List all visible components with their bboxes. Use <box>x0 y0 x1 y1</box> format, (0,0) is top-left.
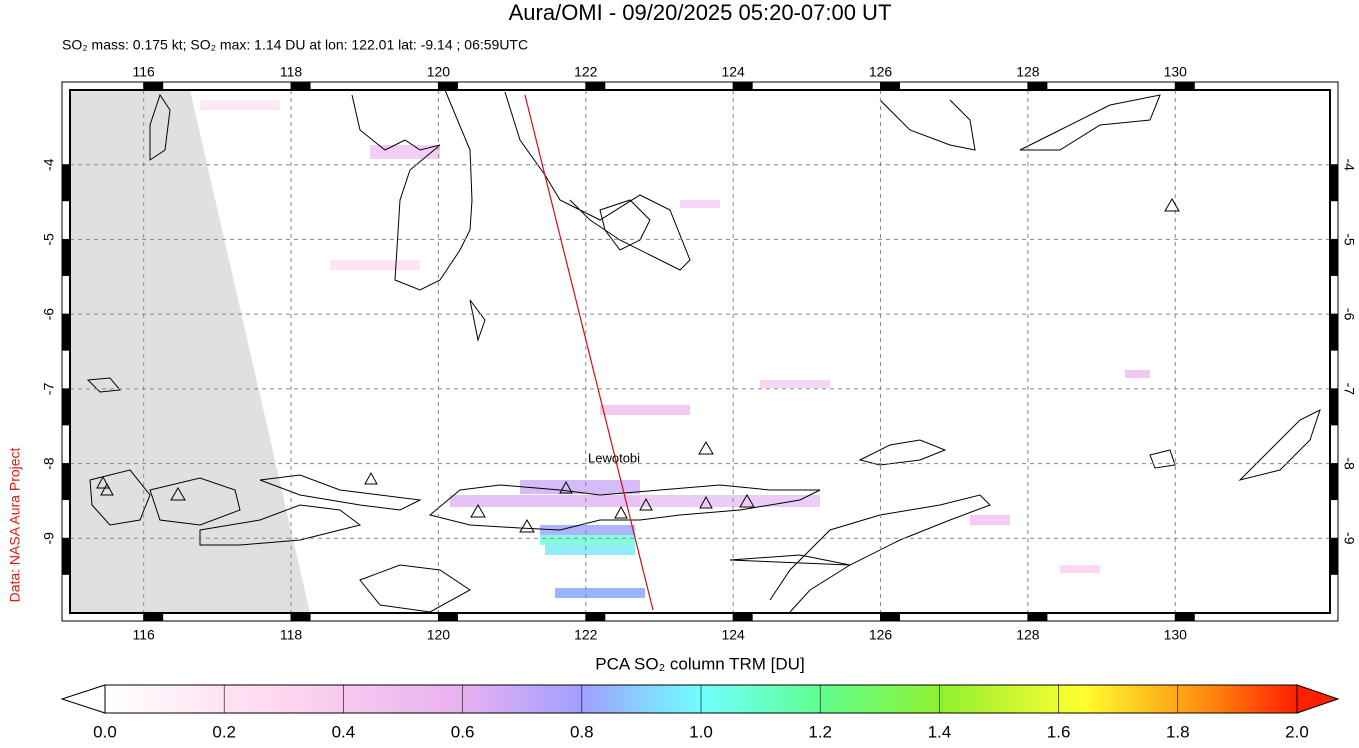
y-tick-label-right: -4 <box>1341 158 1357 171</box>
frame-tick <box>62 313 70 351</box>
orbit-track <box>524 94 654 611</box>
x-tick-label-top: 120 <box>427 64 451 80</box>
frame-tick <box>732 613 753 621</box>
x-tick-label-top: 122 <box>574 64 598 80</box>
colorbar-tick-label: 0.0 <box>93 722 117 741</box>
frame-tick <box>290 613 311 621</box>
frame-tick <box>1330 164 1338 202</box>
colorbar-tick-label: 1.2 <box>808 722 832 741</box>
outer-frame <box>61 81 1339 622</box>
frame-tick <box>1330 313 1338 351</box>
frame-tick <box>1330 238 1338 276</box>
colorbar-tick-label: 0.6 <box>451 722 475 741</box>
colorbar-tick-label: 1.6 <box>1047 722 1071 741</box>
colorbar-tick-label: 1.0 <box>689 722 713 741</box>
x-tick-label: 120 <box>427 627 451 643</box>
frame-tick <box>1330 388 1338 426</box>
frame-tick <box>62 463 70 501</box>
colorbar-tick-label: 0.2 <box>212 722 236 741</box>
y-tick-label: -4 <box>41 158 57 171</box>
y-tick-label: -9 <box>41 532 57 545</box>
frame-tick <box>1027 613 1048 621</box>
colorbar-tick-label: 1.4 <box>928 722 952 741</box>
frame-tick <box>585 82 606 90</box>
colorbar-tick-label: 0.8 <box>570 722 594 741</box>
colorbar-under <box>60 684 106 714</box>
y-tick-label-right: -8 <box>1341 457 1357 470</box>
x-tick-label-top: 130 <box>1164 64 1188 80</box>
y-tick-label-right: -9 <box>1341 532 1357 545</box>
frame-tick <box>143 82 164 90</box>
map-area: Lewotobi <box>70 90 1330 613</box>
frame-tick <box>1330 463 1338 501</box>
frame-tick <box>1027 82 1048 90</box>
x-tick-label-top: 118 <box>280 64 303 80</box>
x-tick-label: 118 <box>280 627 303 643</box>
subtitle: SO₂ mass: 0.175 kt; SO₂ max: 1.14 DU at … <box>62 37 528 53</box>
x-tick-label-top: 116 <box>133 64 156 80</box>
y-tick-label-right: -7 <box>1341 383 1357 396</box>
y-tick-label-right: -6 <box>1341 308 1357 321</box>
y-tick-label: -6 <box>41 308 57 321</box>
x-tick-label: 130 <box>1164 627 1188 643</box>
map-frame <box>69 89 1331 614</box>
frame-tick <box>1330 537 1338 575</box>
x-tick-label: 122 <box>574 627 598 643</box>
frame-tick <box>585 613 606 621</box>
colorbar-tick-label: 1.8 <box>1166 722 1190 741</box>
colorbar-over <box>1296 684 1340 714</box>
x-tick-label: 116 <box>133 627 156 643</box>
volcanoes <box>96 198 1180 533</box>
y-tick-label: -8 <box>41 457 57 470</box>
frame-tick <box>62 537 70 575</box>
frame-tick <box>880 82 901 90</box>
frame-tick <box>62 238 70 276</box>
x-tick-label: 124 <box>721 627 745 643</box>
credit: Data: NASA Aura Project <box>7 447 23 602</box>
x-tick-label-top: 126 <box>869 64 893 80</box>
frame-tick <box>1174 613 1195 621</box>
frame-tick <box>437 613 458 621</box>
frame-tick <box>437 82 458 90</box>
x-tick-label-top: 124 <box>721 64 745 80</box>
colorbar-tick-label: 2.0 <box>1285 722 1309 741</box>
y-tick-label: -5 <box>41 233 57 246</box>
no-data-swath <box>70 90 310 613</box>
frame-tick <box>143 613 164 621</box>
x-tick-label: 128 <box>1016 627 1040 643</box>
frame-tick <box>732 82 753 90</box>
volcano-label: Lewotobi <box>588 450 640 465</box>
frame-tick <box>290 82 311 90</box>
frame-tick <box>1174 82 1195 90</box>
x-tick-label-top: 128 <box>1016 64 1040 80</box>
frame-tick <box>62 388 70 426</box>
y-tick-label: -7 <box>41 382 57 395</box>
title: Aura/OMI - 09/20/2025 05:20-07:00 UT <box>509 0 892 25</box>
x-tick-label: 126 <box>869 627 893 643</box>
frame-tick <box>880 613 901 621</box>
colorbar-tick-label: 0.4 <box>332 722 356 741</box>
grid <box>70 90 1330 613</box>
y-tick-label-right: -5 <box>1341 233 1357 246</box>
colorbar-label: PCA SO₂ column TRM [DU] <box>595 654 804 673</box>
frame-tick <box>62 164 70 202</box>
